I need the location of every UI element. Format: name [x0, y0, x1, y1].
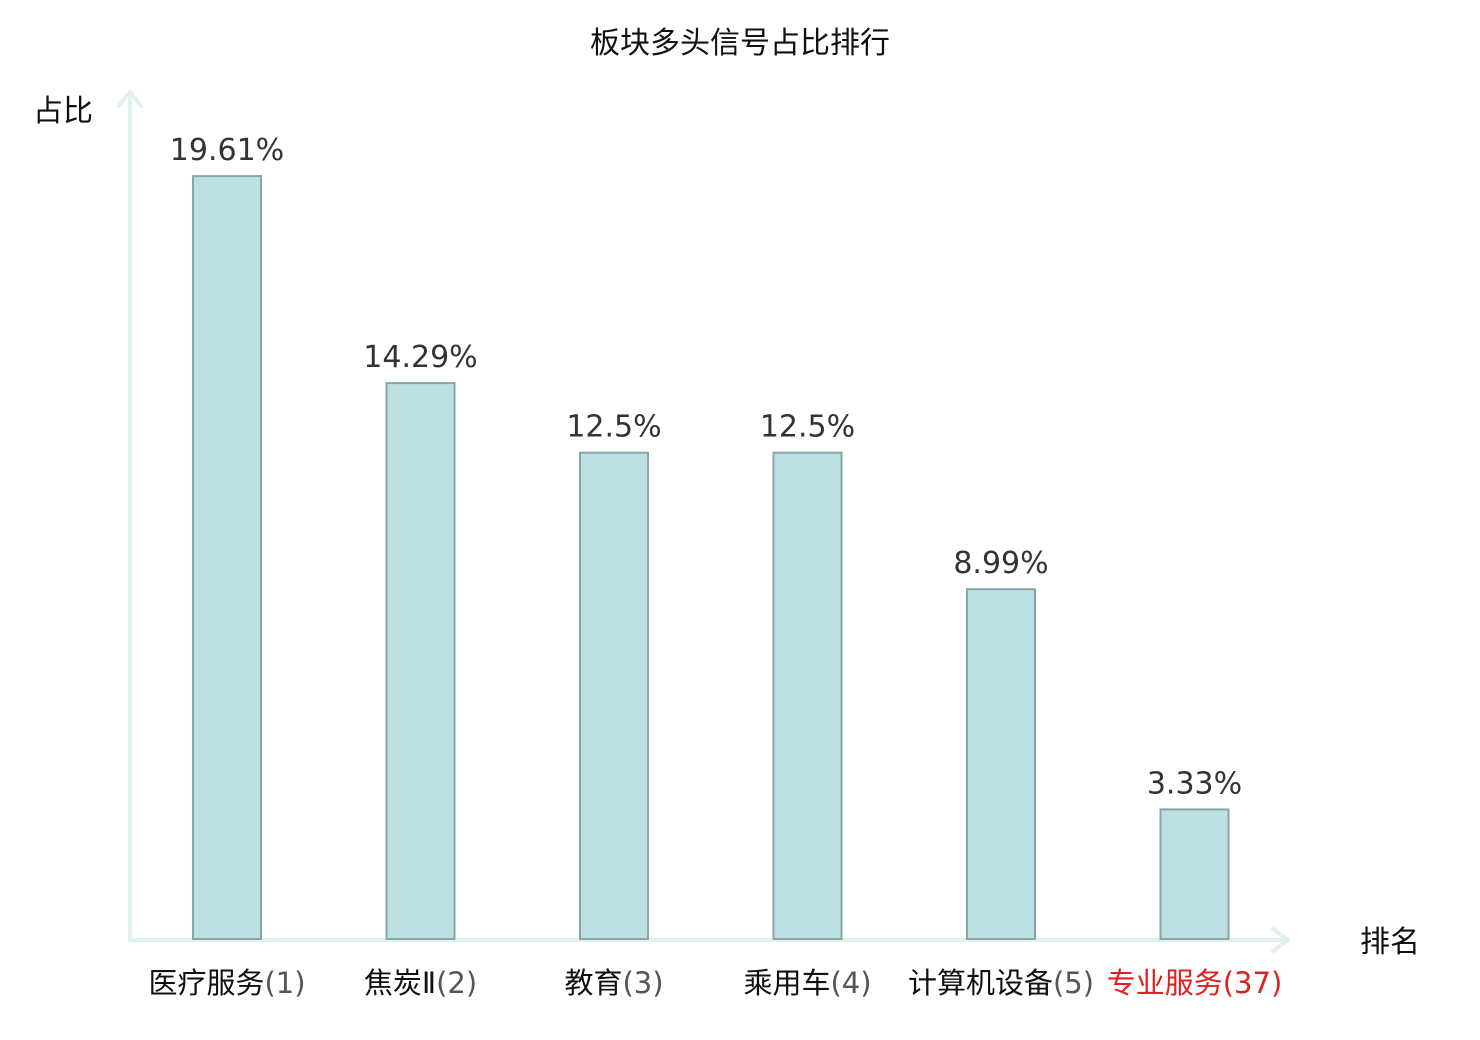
- category-labels-group: 医疗服务(1) 焦炭Ⅱ(2) 教育(3) 乘用车(4) 计算机设备(5) 专业服务(37): [148, 966, 1282, 1000]
- bar-value-label: 12.5%: [566, 410, 661, 445]
- bar: [385, 382, 456, 941]
- category-label: 焦炭Ⅱ(2): [364, 966, 477, 1000]
- x-axis-arrow: [1271, 927, 1290, 953]
- category-label: 医疗服务(1): [148, 966, 305, 1000]
- category-label: 教育(3): [564, 966, 663, 1000]
- bar: [966, 588, 1036, 940]
- bar: [1159, 808, 1230, 941]
- bars-group: [192, 175, 1230, 941]
- category-label: 计算机设备(5): [908, 966, 1094, 1000]
- value-labels-group: 19.61% 14.29% 12.5% 12.5% 8.99% 3.33%: [170, 133, 1242, 801]
- bar-value-label: 12.5%: [760, 410, 855, 445]
- bar-value-label: 3.33%: [1147, 766, 1242, 801]
- bar-value-label: 14.29%: [363, 340, 477, 375]
- bar: [772, 451, 843, 940]
- x-axis-label: 排名: [1360, 925, 1420, 960]
- y-axis: [117, 90, 143, 942]
- bar: [192, 175, 262, 941]
- x-axis: [128, 927, 1290, 953]
- category-label: 专业服务(37): [1107, 966, 1283, 1000]
- bar-value-label: 8.99%: [953, 546, 1048, 581]
- chart-title: 板块多头信号占比排行: [590, 26, 890, 61]
- bar-value-label: 19.61%: [170, 133, 284, 168]
- y-axis-label: 占比: [33, 94, 93, 129]
- category-label: 乘用车(4): [743, 966, 871, 1000]
- bar: [579, 451, 649, 940]
- y-axis-arrow: [117, 90, 143, 108]
